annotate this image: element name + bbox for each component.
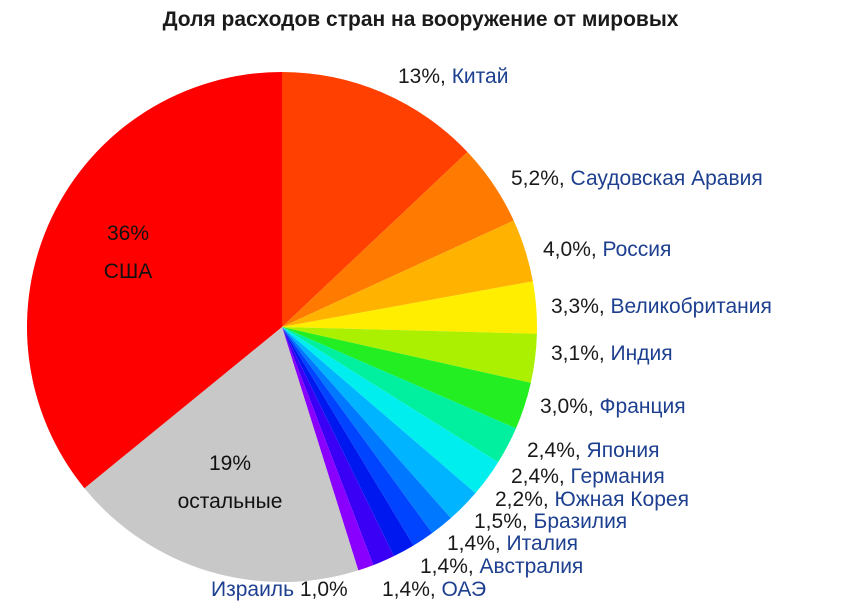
pie-slice-германия [282,327,499,494]
slice-label-китай: 13%, Китай [398,65,508,88]
pie-slice-индия [282,327,537,383]
pie-slice-франция [282,327,531,429]
pie-slice-италия [282,327,433,546]
pie-slice-бразилия [282,327,451,534]
pie-slice-россия [282,220,533,327]
slice-value-остальные: 19% [209,452,251,475]
slice-label-израиль: Израиль 1,0% [211,578,348,601]
slice-label-бразилия: 1,5%, Бразилия [474,510,627,533]
pie-slice-великобритания [282,281,538,334]
pie-labels: 13%, Китай 5,2%, Саудовская Аравия 4,0%, Р… [104,65,772,601]
pie-slices [26,72,538,583]
slice-value-сша: 36% [107,222,149,245]
pie-slice-южная-корея [282,327,476,519]
slice-label-сша: США [104,260,152,283]
chart-title: Доля расходов стран на вооружение от мир… [162,8,679,31]
slice-label-франция: 3,0%, Франция [540,395,686,418]
pie-slice-япония [282,327,516,463]
slice-label-австралия: 1,4%, Австралия [420,555,583,578]
pie-slice-саудовская-аравия [282,151,514,327]
pie-slice-остальные [84,327,359,583]
pie-slice-китай [282,72,468,327]
slice-label-япония: 2,4%, Япония [527,439,659,462]
pie-slice-сша [26,72,282,489]
pie-slice-оаэ [282,327,394,566]
slice-label-саудовская-аравия: 5,2%, Саудовская Аравия [511,167,763,190]
slice-label-южная-корея: 2,2%, Южная Корея [495,488,689,511]
pie-slice-израиль [282,327,374,571]
slice-label-германия: 2,4%, Германия [511,465,665,488]
slice-label-остальные: остальные [178,490,283,513]
pie-slice-австралия [282,327,414,557]
slice-label-оаэ: 1,4%, ОАЭ [382,578,486,601]
slice-label-великобритания: 3,3%, Великобритания [551,295,772,318]
slice-label-италия: 1,4%, Италия [447,532,578,555]
slice-label-индия: 3,1%, Индия [551,342,673,365]
slice-label-россия: 4,0%, Россия [543,238,671,261]
